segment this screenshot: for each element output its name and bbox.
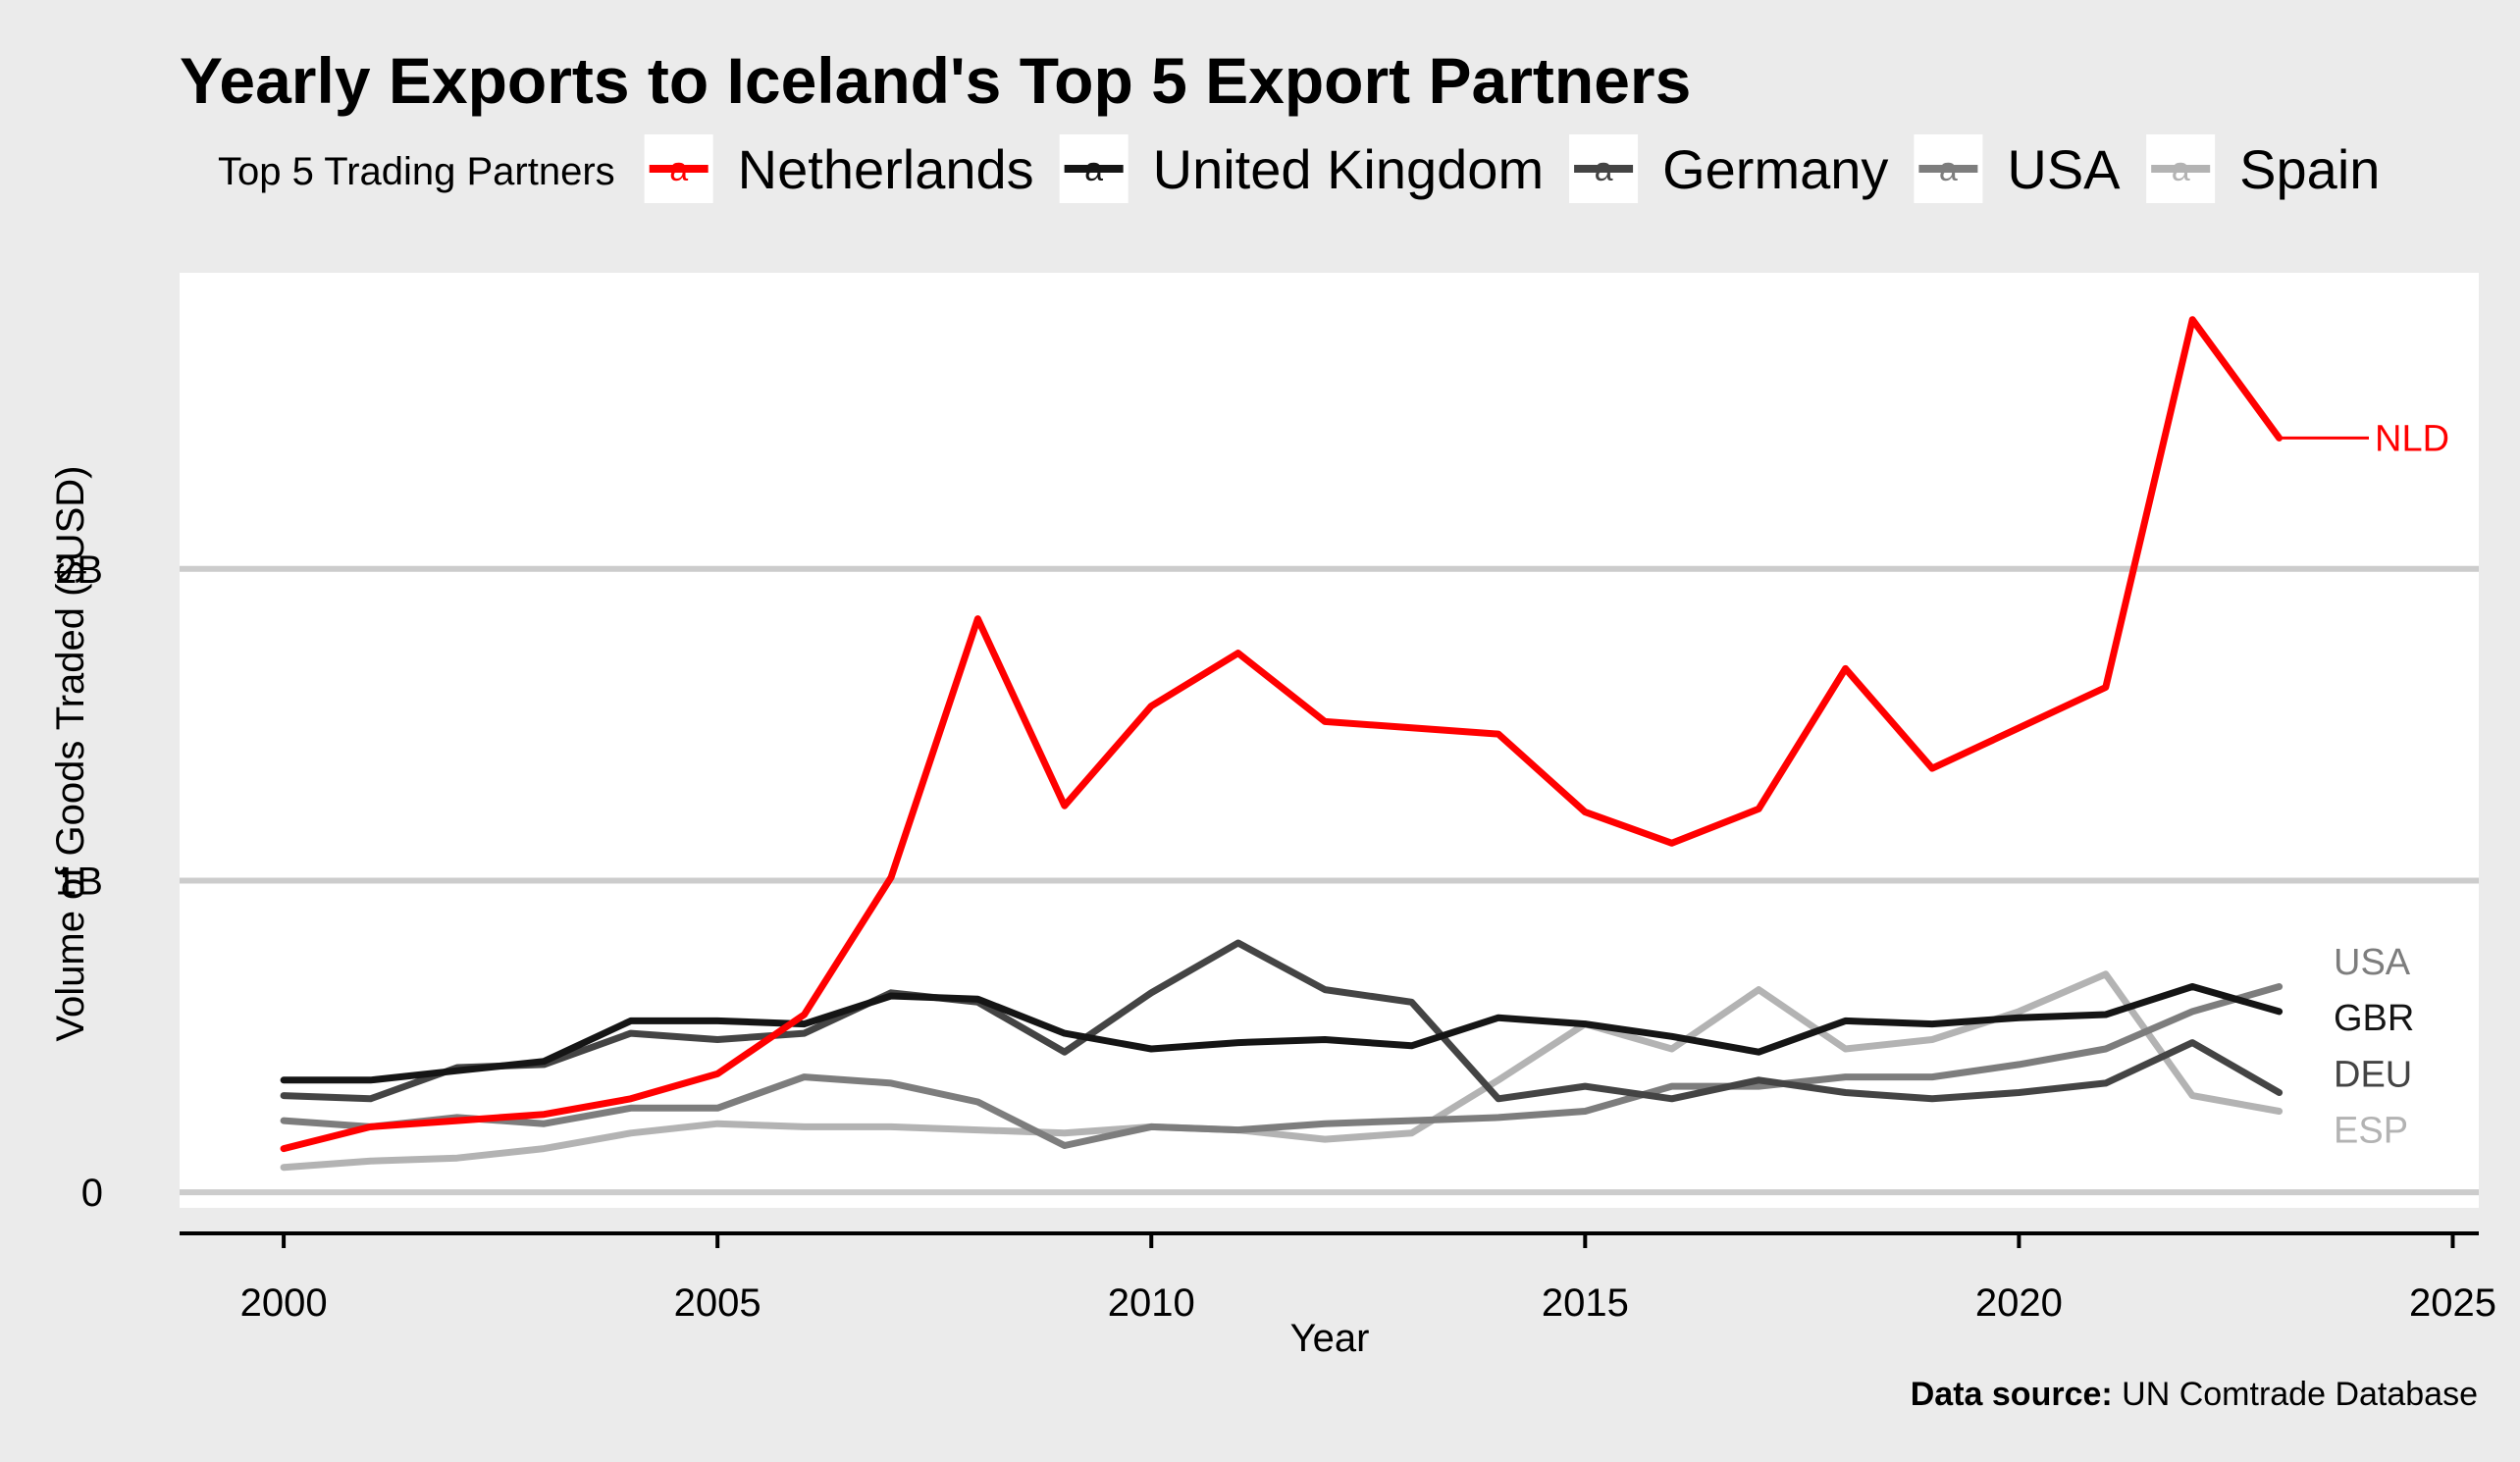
- end-label-nld: NLD: [2375, 418, 2449, 459]
- series-line-nld: [280, 316, 2284, 1153]
- legend-label-esp: Spain: [2239, 138, 2380, 200]
- end-label-gbr: GBR: [2334, 998, 2414, 1039]
- series-line-usa: [280, 983, 2284, 1149]
- y-tick-label-0: 0: [81, 1172, 103, 1215]
- x-tick-label-2020: 2020: [1975, 1281, 2063, 1325]
- x-tick-label-2005: 2005: [674, 1281, 761, 1325]
- y-tick-label-2: 2B: [55, 548, 103, 592]
- y-axis-title: Volume of Goods Traded ($USD): [49, 466, 92, 1042]
- caption: Data source: UN Comtrade Database: [1911, 1376, 2478, 1413]
- legend-key-glyph-nld: a: [669, 151, 688, 188]
- legend-key-glyph-esp: a: [2172, 151, 2190, 188]
- legend-label-nld: Netherlands: [738, 138, 1034, 200]
- legend-title: Top 5 Trading Partners: [218, 150, 615, 193]
- grid: [180, 565, 2479, 1196]
- legend-key-glyph-usa: a: [1939, 151, 1958, 188]
- y-tick-label-1: 1B: [55, 860, 103, 903]
- caption-source-label: Data source:: [1911, 1376, 2113, 1413]
- chart-title: Yearly Exports to Iceland's Top 5 Export…: [180, 44, 1691, 117]
- legend-key-glyph-deu: a: [1595, 151, 1613, 188]
- series-lines: [280, 316, 2284, 1172]
- axes: 2000 2005 2010 2015 2020 2025 0 1B 2B: [55, 548, 2496, 1325]
- end-label-deu: DEU: [2334, 1054, 2412, 1095]
- legend: Top 5 Trading Partners a Netherlands a Unit…: [218, 134, 2380, 203]
- legend-label-gbr: United Kingdom: [1153, 138, 1544, 200]
- legend-key-glyph-gbr: a: [1084, 151, 1103, 188]
- caption-source-text: UN Comtrade Database: [2113, 1376, 2478, 1413]
- legend-label-usa: USA: [2007, 138, 2121, 200]
- series-line-deu: [280, 939, 2284, 1103]
- x-tick-label-2000: 2000: [240, 1281, 328, 1325]
- legend-label-deu: Germany: [1662, 138, 1888, 200]
- end-labels: NLD USA GBR DEU ESP: [2279, 418, 2449, 1152]
- series-line-esp: [280, 970, 2284, 1172]
- end-label-esp: ESP: [2334, 1111, 2408, 1152]
- x-tick-label-2015: 2015: [1542, 1281, 1629, 1325]
- x-tick-label-2025: 2025: [2409, 1281, 2496, 1325]
- series-line-gbr: [280, 983, 2284, 1084]
- end-label-usa: USA: [2334, 942, 2411, 983]
- x-tick-label-2010: 2010: [1108, 1281, 1195, 1325]
- x-axis-title: Year: [1290, 1317, 1370, 1360]
